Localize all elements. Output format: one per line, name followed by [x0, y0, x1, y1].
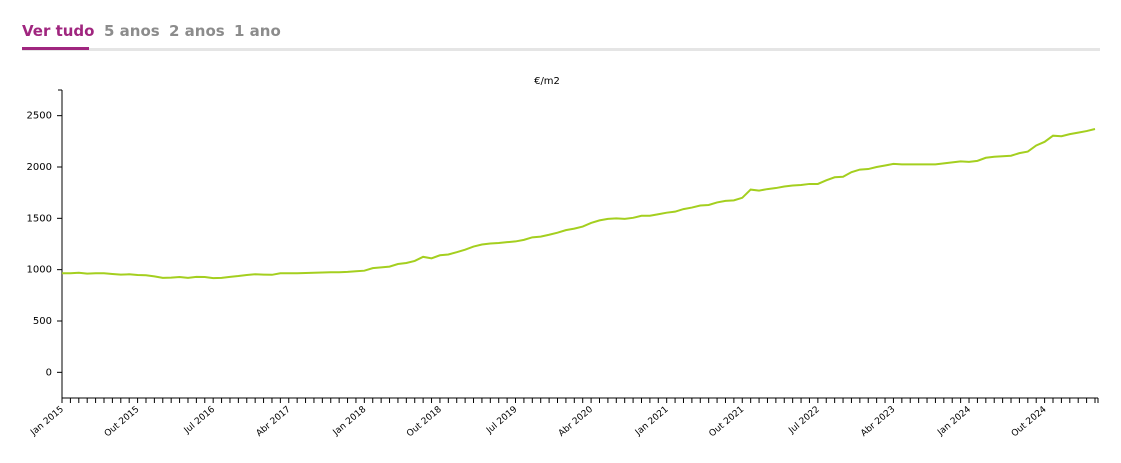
- tab[interactable]: 5 anos: [104, 22, 160, 40]
- x-tick-label: Out 2021: [708, 405, 747, 440]
- x-tick-label: Jan 2015: [28, 405, 66, 439]
- y-tick-label: 2000: [27, 162, 52, 173]
- x-tick-label: Out 2024: [1010, 404, 1049, 439]
- x-tick-label: Jan 2018: [331, 404, 369, 438]
- x-tick-label: Out 2015: [103, 405, 142, 440]
- x-tick-label: Abr 2017: [255, 405, 293, 439]
- tab-bar: Ver tudo 5 anos 2 anos 1 ano: [22, 20, 1100, 51]
- tab[interactable]: 1 ano: [234, 22, 281, 40]
- y-tick-label: 2500: [27, 111, 52, 122]
- x-tick-label: Out 2018: [405, 404, 444, 439]
- x-tick-label: Jul 2019: [484, 404, 519, 436]
- tab[interactable]: 2 anos: [169, 22, 225, 40]
- active-underline: [22, 47, 89, 50]
- x-tick-label: Jan 2021: [633, 405, 671, 439]
- line-series: [62, 128, 1096, 280]
- tab[interactable]: Ver tudo: [22, 22, 95, 40]
- x-tick-label: Abr 2023: [859, 405, 897, 439]
- chart-title: €/m2: [534, 76, 560, 87]
- y-tick-label: 1500: [27, 213, 52, 224]
- y-tick-label: 0: [46, 367, 52, 378]
- x-tick-label: Jan 2024: [935, 404, 973, 438]
- y-tick-label: 1000: [27, 265, 52, 276]
- x-tick-label: Abr 2020: [557, 404, 595, 438]
- x-tick-label: Jul 2016: [182, 404, 217, 436]
- x-tick-label: Jul 2022: [787, 405, 822, 437]
- y-tick-label: 500: [33, 316, 52, 327]
